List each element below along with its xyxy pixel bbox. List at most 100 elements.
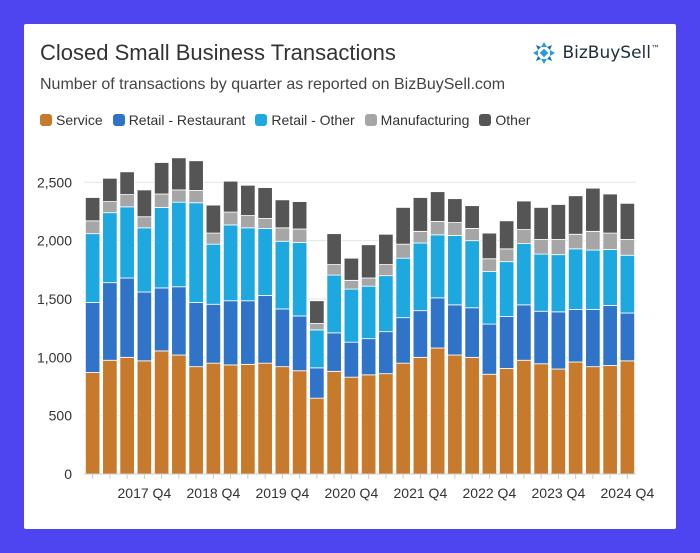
legend-swatch	[112, 114, 125, 126]
bar-segment-service	[429, 347, 446, 475]
bar-segment-manufacturing	[153, 193, 170, 208]
bar-segment-other	[550, 204, 567, 240]
bar-segment-other	[291, 201, 308, 230]
bar-segment-retail-other	[119, 206, 135, 279]
legend-item-retail-other[interactable]: Retail - Other	[255, 112, 355, 128]
bar-segment-retail-restaurant	[498, 316, 515, 369]
bar-segment-manufacturing	[360, 277, 377, 287]
bar-segment-manufacturing	[533, 239, 549, 255]
bar-segment-service	[343, 376, 360, 475]
bar-segment-retail-other	[412, 242, 429, 312]
bar-segment-other	[205, 204, 222, 234]
bar-segment-service	[188, 366, 204, 475]
bar-segment-retail-restaurant	[619, 312, 636, 362]
legend-item-manufacturing[interactable]: Manufacturing	[364, 112, 469, 128]
bar-segment-manufacturing	[498, 248, 515, 263]
bar-segment-retail-restaurant	[153, 287, 170, 352]
bar-segment-other	[567, 195, 584, 235]
bar-segment-retail-restaurant	[274, 308, 291, 368]
bar-segment-retail-restaurant	[360, 338, 377, 376]
bar-segment-service	[274, 366, 291, 475]
bar-segment-manufacturing	[567, 233, 584, 250]
bar-segment-other	[498, 220, 515, 250]
bar-segment-manufacturing	[481, 258, 498, 272]
chart-legend: Service Retail - Restaurant Retail - Other…	[40, 112, 530, 128]
bar-segment-retail-other	[498, 261, 515, 317]
bar-segment-manufacturing	[326, 264, 342, 276]
bar-segment-service	[291, 370, 308, 475]
bar-segment-manufacturing	[447, 222, 463, 236]
bar-segment-retail-other	[585, 249, 601, 310]
bar-segment-service	[378, 373, 394, 475]
bar-segment-retail-restaurant	[533, 310, 549, 365]
bar-segment-retail-other	[153, 207, 170, 289]
bar-segment-retail-restaurant	[550, 311, 567, 370]
bar-segment-other	[326, 233, 342, 265]
bar-segment-other	[84, 197, 101, 222]
bar-segment-other	[447, 198, 463, 223]
bar-segment-retail-other	[84, 233, 101, 303]
logo-text: BizBuySell™	[562, 43, 660, 63]
bar-segment-service	[257, 362, 273, 475]
bar-segment-manufacturing	[257, 218, 273, 229]
bar-segment-service	[447, 354, 463, 475]
bar-segment-retail-restaurant	[136, 291, 153, 362]
x-tick-label: 2017 Q4	[118, 485, 172, 501]
bar-segment-other	[619, 202, 636, 240]
legend-item-other[interactable]: Other	[479, 112, 530, 128]
bar-segment-other	[412, 197, 429, 232]
bar-segment-retail-other	[567, 248, 584, 310]
legend-item-retail-restaurant[interactable]: Retail - Restaurant	[112, 112, 245, 128]
bar-segment-retail-other	[516, 243, 532, 306]
legend-item-service[interactable]: Service	[40, 112, 103, 128]
legend-label: Other	[495, 112, 531, 128]
bar-segment-retail-other	[429, 234, 446, 299]
bar-segment-manufacturing	[602, 232, 618, 250]
bar-segment-manufacturing	[343, 279, 360, 290]
logo-icon	[533, 42, 556, 64]
bar-segment-retail-restaurant	[516, 304, 532, 361]
bar-segment-service	[567, 361, 584, 475]
chart-title: Closed Small Business Transactions	[40, 40, 396, 65]
bar-segment-retail-restaurant	[326, 332, 342, 372]
bar-segment-manufacturing	[309, 323, 325, 331]
bar-segment-retail-restaurant	[171, 286, 187, 356]
bar-segment-retail-other	[291, 242, 308, 317]
legend-label: Retail - Other	[271, 112, 355, 128]
bar-segment-retail-other	[309, 329, 325, 369]
bar-segment-retail-other	[222, 224, 239, 302]
bar-segment-retail-other	[274, 240, 291, 310]
legend-swatch	[255, 114, 268, 126]
bar-segment-other	[378, 233, 394, 265]
bar-segment-other	[119, 171, 135, 195]
bar-segment-retail-restaurant	[447, 304, 463, 356]
bar-segment-service	[395, 362, 411, 475]
bar-segment-service	[619, 360, 636, 475]
bizbuysell-logo[interactable]: BizBuySell™	[532, 40, 660, 66]
bar-segment-retail-restaurant	[257, 295, 273, 364]
bar-segment-service	[153, 350, 170, 475]
x-tick-label: 2022 Q4	[463, 485, 517, 501]
bar-segment-service	[550, 368, 567, 475]
legend-swatch	[40, 114, 52, 126]
bar-segment-manufacturing	[585, 230, 601, 251]
bar-segment-other	[585, 187, 601, 232]
bar-segment-other	[533, 207, 549, 240]
y-tick-label: 0	[64, 466, 72, 482]
bar-segment-manufacturing	[240, 215, 256, 229]
bar-segment-other	[188, 160, 204, 191]
bar-segment-manufacturing	[119, 194, 135, 208]
bar-segment-other	[429, 191, 446, 222]
bar-segment-other	[240, 184, 256, 216]
bar-segment-other	[102, 177, 118, 202]
bar-segment-retail-restaurant	[429, 297, 446, 349]
bar-segment-service	[205, 362, 222, 475]
bar-segment-other	[395, 207, 411, 245]
bar-segment-retail-other	[343, 288, 360, 343]
legend-swatch	[479, 114, 492, 126]
x-tick-label: 2021 Q4	[394, 485, 448, 501]
bar-segment-other	[464, 205, 480, 229]
bar-segment-retail-other	[395, 257, 411, 319]
bar-segment-service	[119, 356, 135, 475]
legend-label: Service	[56, 112, 103, 128]
